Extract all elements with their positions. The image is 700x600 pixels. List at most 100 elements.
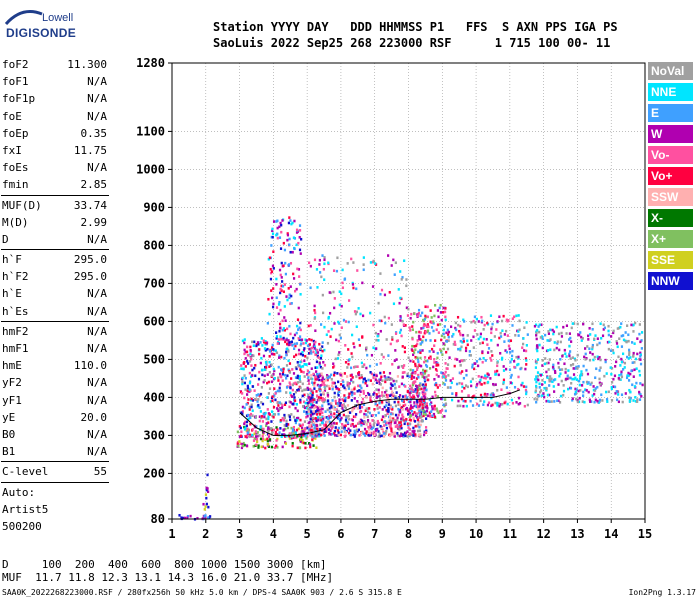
echo-point [476, 382, 479, 386]
echo-point [291, 383, 295, 387]
echo-point [308, 370, 311, 374]
echo-point [424, 413, 427, 416]
echo-point [344, 320, 348, 323]
echo-point [355, 310, 359, 314]
echo-point [204, 516, 207, 520]
echo-point [579, 389, 582, 392]
echo-point [638, 392, 641, 395]
echo-point [377, 435, 380, 438]
echo-point [279, 389, 282, 393]
echo-point [460, 389, 464, 393]
echo-point [314, 380, 317, 384]
echo-point [435, 364, 438, 367]
echo-point [447, 374, 450, 377]
echo-point [295, 331, 298, 335]
echo-point [338, 303, 341, 307]
echo-point [455, 393, 458, 397]
echo-point [291, 368, 294, 371]
echo-point [576, 400, 579, 404]
echo-point [490, 327, 493, 331]
echo-point [312, 410, 315, 413]
echo-point [346, 366, 349, 369]
echo-point [285, 434, 288, 438]
echo-point [424, 405, 428, 409]
echo-point [255, 344, 258, 348]
echo-point [316, 351, 320, 354]
echo-point [265, 424, 268, 428]
echo-point [241, 405, 244, 409]
echo-point [605, 390, 608, 394]
echo-point [267, 433, 271, 437]
echo-point [254, 430, 257, 433]
echo-point [310, 377, 313, 380]
echo-point [316, 416, 320, 419]
echo-point [353, 345, 356, 349]
y-tick-label: 1000 [136, 162, 165, 176]
echo-point [297, 306, 300, 310]
echo-point [276, 236, 279, 240]
echo-point [264, 438, 267, 442]
echo-point [339, 383, 343, 386]
echo-point [322, 427, 325, 431]
echo-point [592, 385, 595, 388]
echo-point [394, 349, 397, 352]
echo-point [323, 434, 326, 437]
param-key: foEp [2, 126, 29, 140]
param-key: h`F2 [2, 270, 29, 284]
echo-point [409, 418, 412, 422]
echo-point [573, 367, 577, 370]
echo-point [600, 336, 603, 340]
echo-point [638, 332, 641, 336]
echo-point [284, 319, 287, 322]
echo-point [571, 377, 574, 381]
echo-point [267, 297, 270, 301]
echo-point [630, 341, 634, 344]
echo-point [638, 369, 641, 373]
echo-point [302, 342, 305, 345]
echo-point [279, 427, 282, 430]
echo-point [370, 353, 374, 357]
echo-point [460, 345, 463, 349]
echo-point [565, 324, 569, 328]
muf-frequency-row: MUF 11.7 11.8 12.3 13.1 14.3 16.0 21.0 3… [2, 571, 334, 584]
echo-point [330, 402, 333, 405]
echo-point [446, 328, 449, 332]
echo-point [396, 418, 399, 422]
echo-point [432, 412, 436, 416]
echo-point [352, 391, 355, 395]
echo-point [517, 355, 520, 359]
echo-point [337, 353, 340, 357]
echo-point [369, 399, 372, 402]
echo-point [290, 431, 294, 435]
echo-point [589, 383, 592, 386]
echo-point [510, 381, 514, 385]
echo-point [534, 323, 538, 327]
echo-point [304, 401, 307, 405]
echo-point [400, 417, 403, 421]
echo-point [318, 258, 321, 262]
echo-point [279, 335, 282, 338]
echo-point [423, 378, 426, 382]
echo-point [412, 351, 416, 354]
echo-point [301, 365, 305, 368]
echo-point [570, 326, 573, 330]
echo-point [299, 343, 302, 347]
echo-point [640, 331, 644, 334]
echo-point [358, 389, 361, 392]
echo-point [407, 412, 410, 416]
echo-point [422, 414, 425, 418]
echo-point [394, 261, 397, 265]
echo-point [330, 384, 334, 388]
echo-point [440, 318, 443, 322]
echo-point [553, 390, 556, 393]
echo-point [338, 322, 341, 325]
echo-point [417, 308, 421, 312]
echo-point [560, 331, 563, 335]
echo-point [340, 304, 343, 308]
echo-point [301, 351, 304, 354]
echo-point [391, 408, 394, 411]
echo-point [459, 404, 462, 408]
echo-point [549, 338, 552, 341]
echo-point [295, 367, 298, 371]
echo-point [319, 427, 322, 431]
